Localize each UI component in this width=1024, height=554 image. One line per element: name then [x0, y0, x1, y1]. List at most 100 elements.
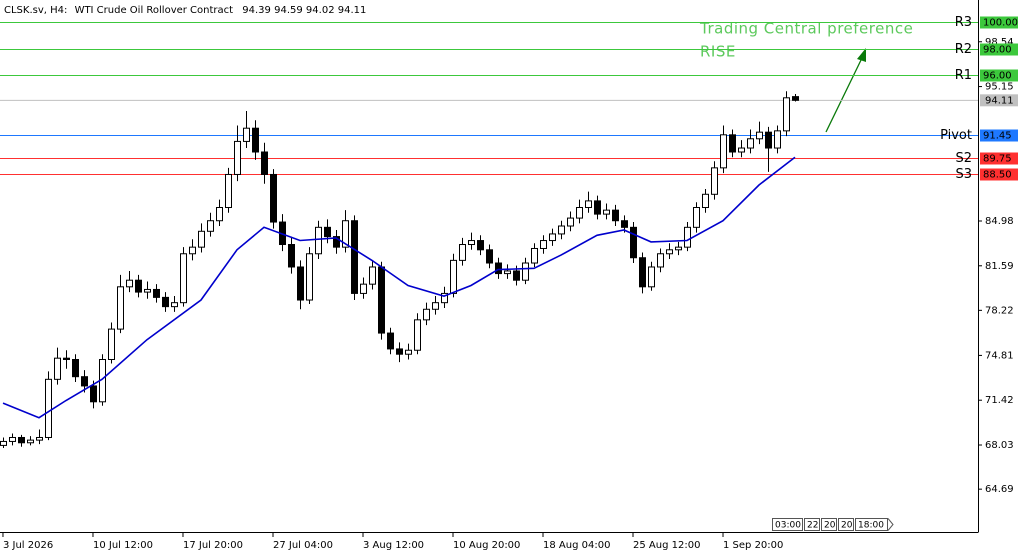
- candle-body: [171, 302, 178, 308]
- y-tick-label: 71.42: [985, 395, 1014, 406]
- level-value-box: [980, 69, 1018, 82]
- time-box-label: 03:00: [775, 521, 801, 531]
- candle-body: [270, 173, 277, 223]
- candle-body: [18, 436, 25, 444]
- candle-body: [27, 439, 34, 444]
- candle-body: [792, 96, 799, 101]
- arrow-shaft: [825, 57, 863, 133]
- candle-body: [504, 270, 511, 275]
- candle-body: [0, 440, 7, 446]
- level-value-label: 100.00: [983, 18, 1018, 29]
- candle-body: [72, 359, 79, 378]
- y-tick-label: 84.98: [985, 216, 1014, 227]
- candle-body: [657, 253, 664, 268]
- candle-body: [45, 378, 52, 438]
- candle-body: [648, 266, 655, 288]
- candle-body: [720, 134, 727, 169]
- candle-body: [441, 292, 448, 304]
- candle-body: [324, 226, 331, 238]
- candle-body: [585, 200, 592, 209]
- candle-body: [189, 246, 196, 255]
- candle-body: [63, 357, 70, 361]
- candle-body: [54, 357, 61, 380]
- candle-body: [243, 127, 250, 142]
- candle-body: [369, 266, 376, 285]
- candle-body: [495, 262, 502, 275]
- candle-body: [9, 436, 16, 442]
- y-tick-label: 95.15: [985, 82, 1014, 93]
- chart-header: CLSK.sv, H4: WTI Crude Oil Rollover Cont…: [4, 5, 366, 16]
- candle-body: [216, 207, 223, 222]
- candle-body: [594, 200, 601, 215]
- y-tick-label: 78.22: [985, 305, 1014, 316]
- candle-body: [513, 270, 520, 281]
- y-tick-label: 74.81: [985, 350, 1014, 361]
- candle-body: [144, 288, 151, 293]
- candle-body: [414, 319, 421, 351]
- x-tick-label: 27 Jul 04:00: [273, 540, 333, 551]
- x-tick-label: 1 Sep 20:00: [723, 540, 783, 551]
- time-box-label: 18:00: [858, 521, 884, 531]
- time-box-label: 22: [807, 521, 818, 531]
- candle-body: [666, 249, 673, 255]
- candle-body: [288, 244, 295, 268]
- moving-average: [2, 156, 796, 419]
- candle-body: [135, 279, 142, 293]
- y-tick-label: 81.59: [985, 261, 1014, 272]
- y-tick-label: 68.03: [985, 440, 1014, 451]
- candle-body: [558, 225, 565, 235]
- level-value-label: 88.50: [983, 170, 1012, 181]
- candle-body: [108, 328, 115, 361]
- price-box: [980, 94, 1018, 107]
- high: 94.59: [274, 5, 303, 16]
- level-value-box: [980, 43, 1018, 56]
- level-value-label: 91.45: [983, 131, 1012, 142]
- candle-body: [333, 236, 340, 248]
- candle-body: [117, 286, 124, 330]
- level-value-label: 89.75: [983, 154, 1012, 165]
- time-box-cell: [772, 518, 803, 531]
- candle-body: [702, 193, 709, 209]
- time-box-cell: [838, 518, 854, 531]
- candle-body: [639, 257, 646, 288]
- candle-body: [315, 226, 322, 255]
- x-tick-label: 18 Aug 04:00: [543, 540, 610, 551]
- candle-body: [531, 247, 538, 264]
- arrow-head: [857, 48, 866, 62]
- candle-body: [351, 220, 358, 294]
- x-tick-label: 17 Jul 20:00: [183, 540, 243, 551]
- candle-body: [306, 253, 313, 301]
- candle-body: [207, 220, 214, 232]
- x-tick-label: 3 Aug 12:00: [363, 540, 424, 551]
- level-name: S3: [955, 167, 972, 182]
- time-box-cell: [855, 518, 888, 531]
- candle-body: [540, 240, 547, 249]
- candle-body: [576, 207, 583, 219]
- candle-body: [459, 244, 466, 261]
- candle-body: [234, 140, 241, 175]
- candle-body: [450, 259, 457, 294]
- candle-body: [378, 266, 385, 334]
- candle-body: [198, 230, 205, 248]
- time-box-cell: [804, 518, 820, 531]
- candle-body: [225, 173, 232, 209]
- annotation-title: Trading Central preference: [699, 20, 913, 38]
- open: 94.39: [242, 5, 271, 16]
- candle-body: [252, 127, 259, 153]
- candle-body: [549, 233, 556, 242]
- time-box-label: 20: [824, 521, 836, 531]
- candle-body: [81, 376, 88, 387]
- candle-body: [747, 138, 754, 149]
- description: WTI Crude Oil Rollover Contract: [75, 5, 234, 16]
- candle-body: [684, 226, 691, 248]
- candle-body: [261, 151, 268, 175]
- level-value-label: 98.00: [983, 45, 1012, 56]
- y-tick-label: 98.54: [985, 37, 1014, 48]
- level-name: R2: [955, 42, 972, 57]
- time-box-cell: [821, 518, 837, 531]
- level-value-box: [980, 129, 1018, 142]
- candle-body: [567, 217, 574, 227]
- close: 94.11: [338, 5, 367, 16]
- x-tick-label: 25 Aug 12:00: [633, 540, 700, 551]
